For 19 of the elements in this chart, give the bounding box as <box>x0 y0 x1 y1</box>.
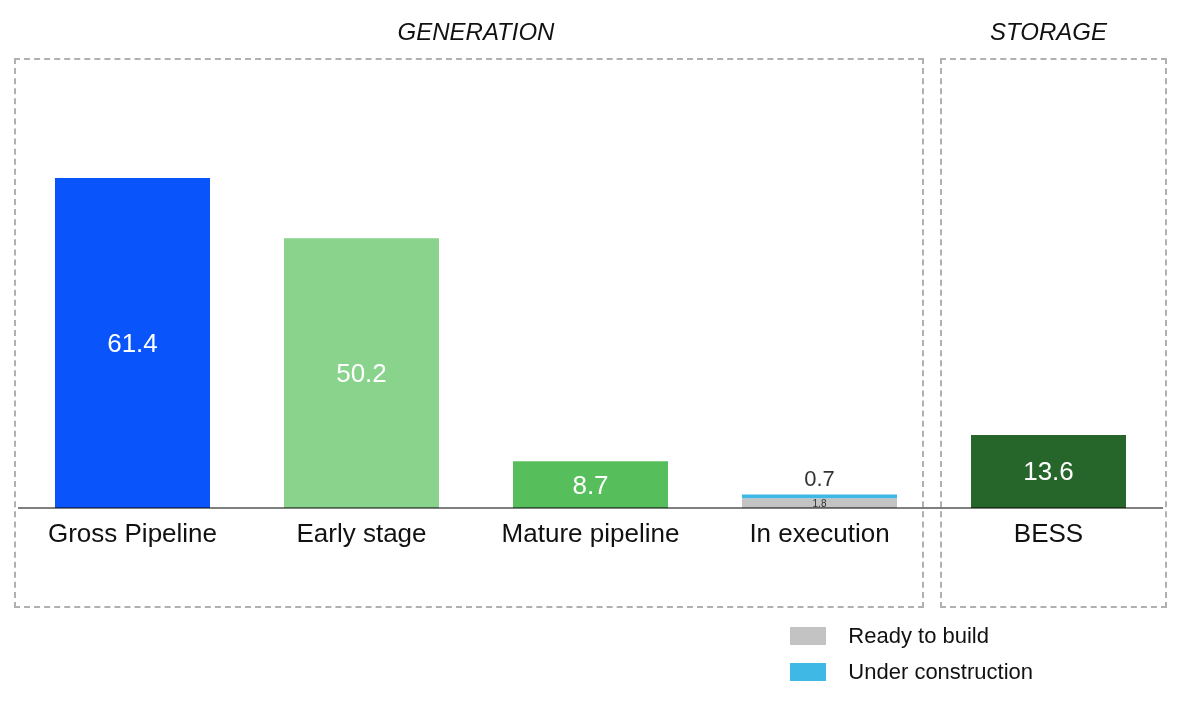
data-label: 0.7 <box>804 466 835 492</box>
bar <box>55 177 210 508</box>
legend-label: Ready to build <box>848 623 989 649</box>
text: GENERATION <box>396 18 556 46</box>
legend-label: Under construction <box>848 659 1033 685</box>
x-tick-label: Gross Pipeline <box>47 518 218 549</box>
bar <box>513 461 668 508</box>
x-tick-label: Mature pipeline <box>501 518 680 549</box>
x-tick-label: BESS <box>1013 518 1084 549</box>
text: STORAGE <box>989 18 1108 46</box>
data-label: 61.4 <box>107 327 158 358</box>
bar <box>284 238 439 508</box>
data-label: 1.8 <box>812 497 827 509</box>
bar <box>971 434 1126 508</box>
x-tick-label: In execution <box>749 518 890 549</box>
data-label: 13.6 <box>1023 456 1074 487</box>
data-label: 8.7 <box>572 469 609 500</box>
data-label: 50.2 <box>336 358 387 389</box>
x-tick-label: Early stage <box>296 518 427 549</box>
